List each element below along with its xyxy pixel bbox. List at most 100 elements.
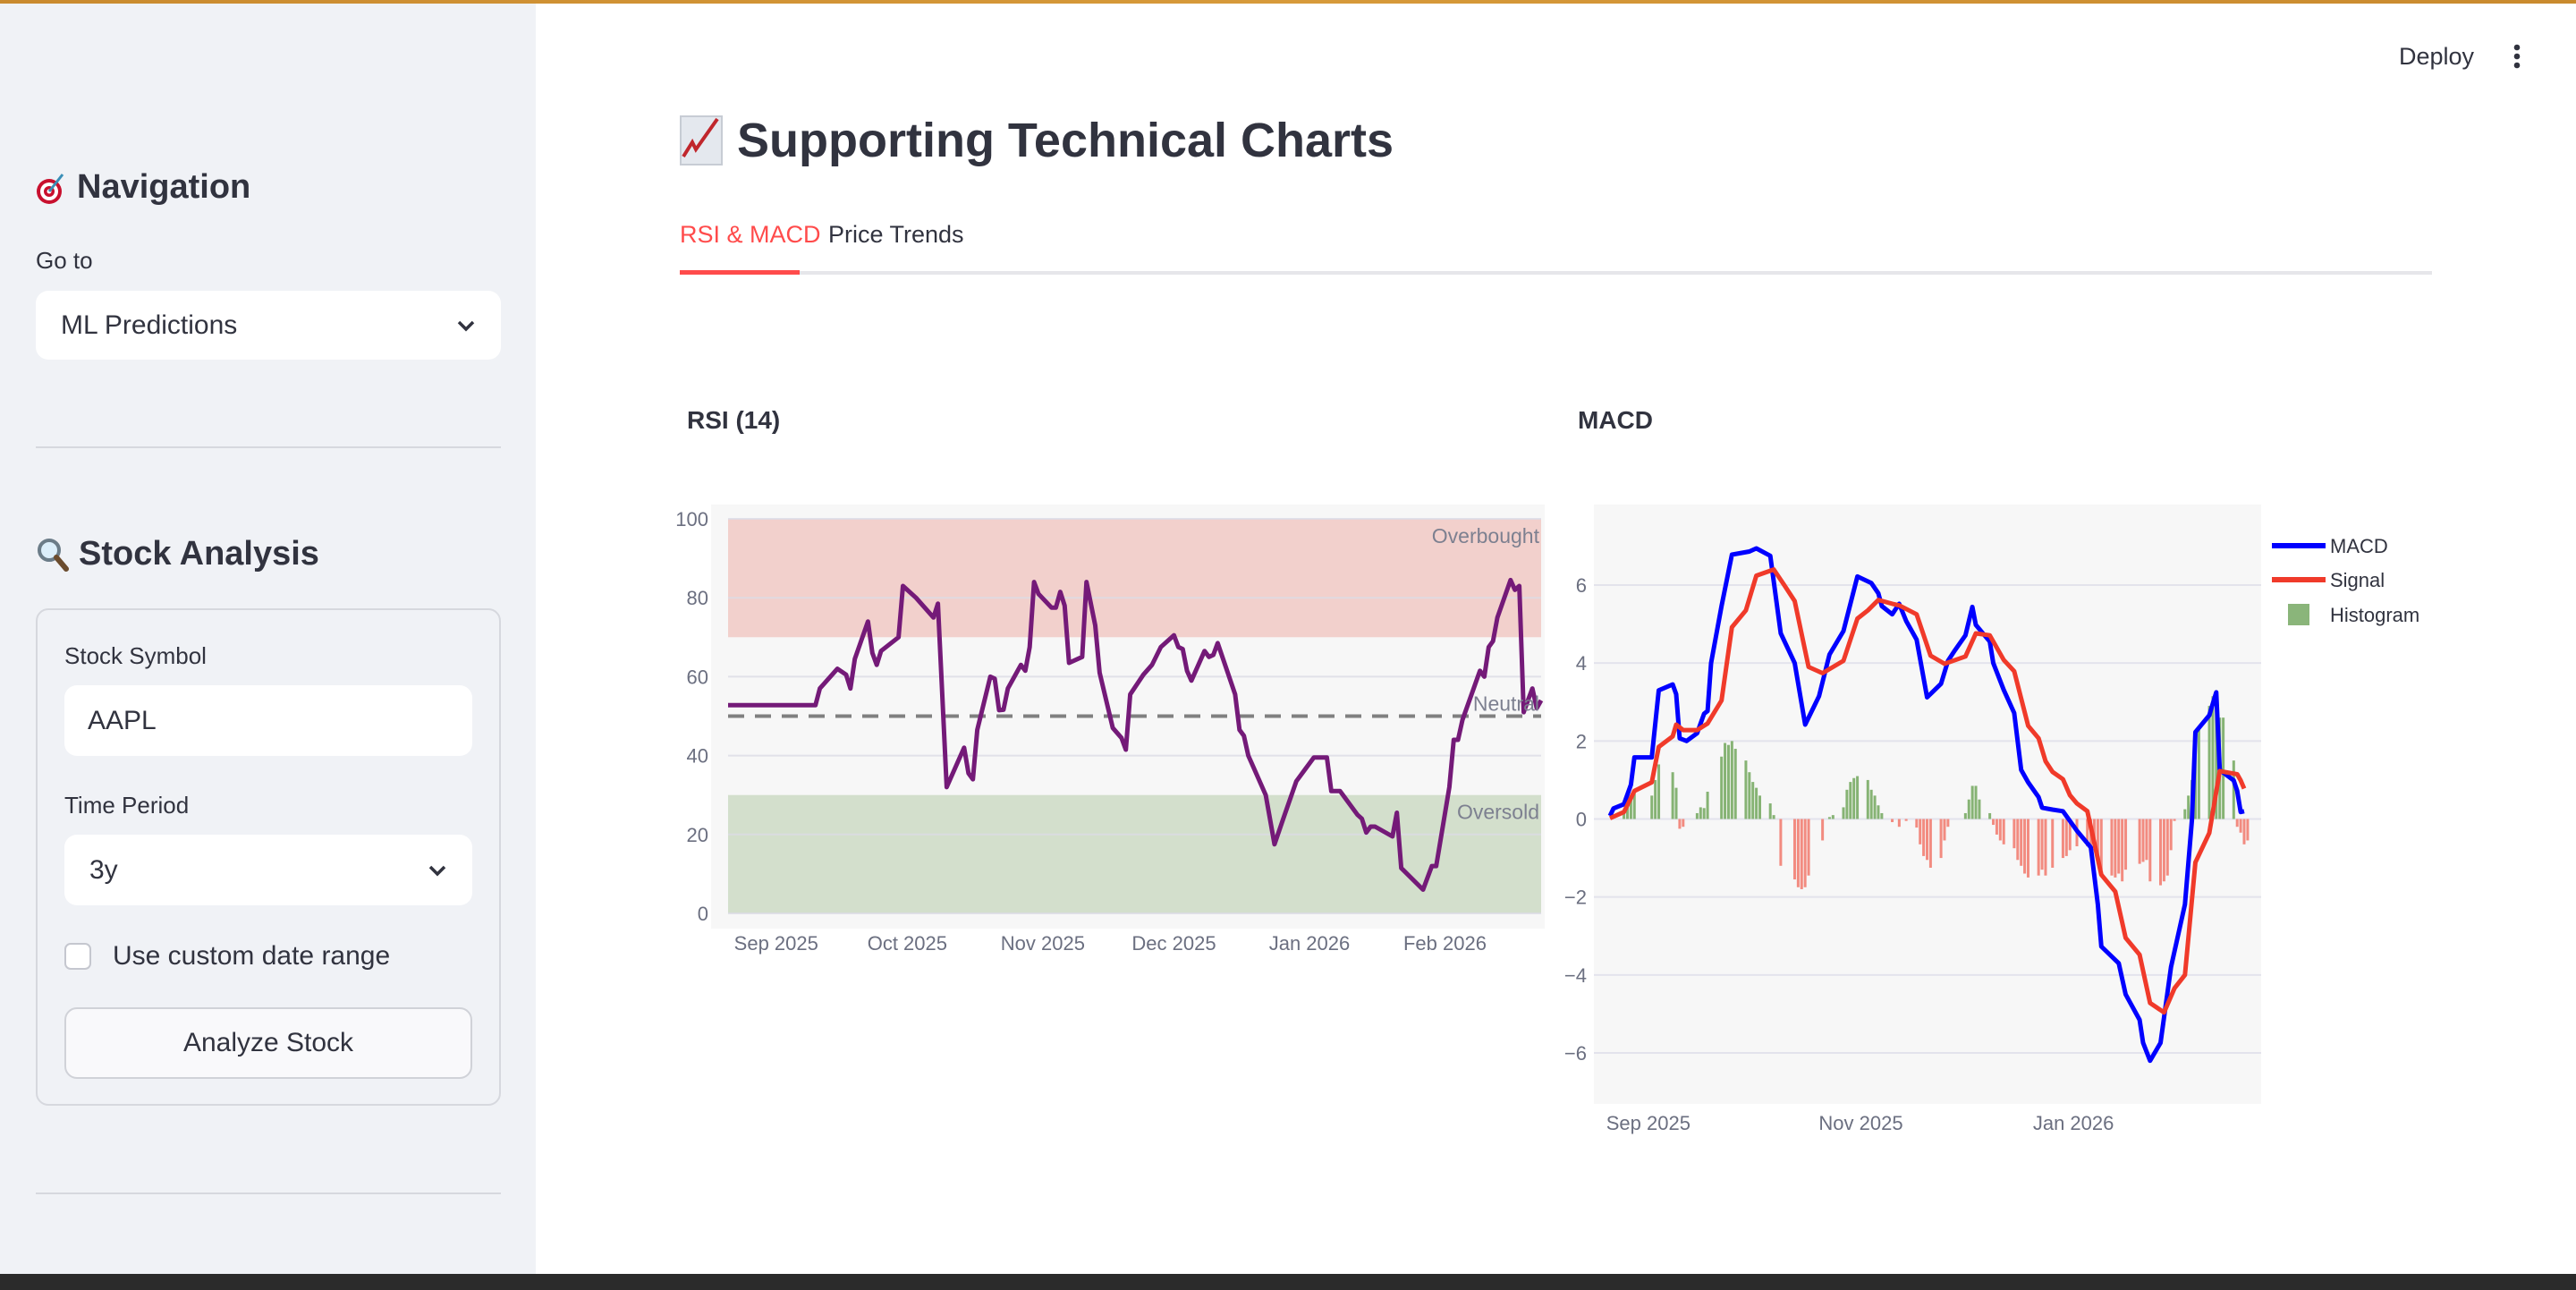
histogram-bar bbox=[1625, 803, 1629, 819]
histogram-bar bbox=[1845, 789, 1849, 819]
time-period-label: Time Period bbox=[64, 792, 190, 819]
histogram-bar bbox=[1919, 819, 1922, 844]
kebab-menu-icon[interactable] bbox=[2510, 43, 2524, 70]
histogram-bar bbox=[2096, 819, 2099, 856]
stock-analysis-title: Stock Analysis bbox=[79, 535, 319, 573]
macd-line bbox=[1607, 546, 2245, 1064]
stock-analysis-form bbox=[36, 608, 501, 1106]
y-tick-label: −6 bbox=[1564, 1042, 1587, 1065]
histogram-bar bbox=[2124, 819, 2128, 870]
y-tick-label: 40 bbox=[687, 745, 708, 768]
histogram-bar bbox=[2086, 819, 2089, 847]
page-title: Supporting Technical Charts bbox=[680, 113, 1394, 168]
histogram-bar bbox=[1852, 777, 1856, 819]
y-tick-label: 0 bbox=[1576, 809, 1587, 831]
histogram-bar bbox=[1869, 789, 1873, 819]
rsi-chart-title: RSI (14) bbox=[687, 406, 781, 434]
histogram-bar bbox=[2242, 819, 2246, 844]
top-decoration-bar bbox=[0, 0, 2576, 4]
histogram-bar bbox=[1988, 812, 1992, 819]
overbought-annotation: Overbought bbox=[1432, 524, 1540, 547]
histogram-bar bbox=[1674, 787, 1678, 819]
histogram-bar bbox=[2026, 819, 2029, 878]
magnifier-icon bbox=[38, 538, 69, 572]
histogram-bar bbox=[2121, 819, 2124, 882]
histogram-bar bbox=[1772, 815, 1775, 819]
histogram-bar bbox=[1827, 817, 1831, 819]
histogram-bar bbox=[2040, 819, 2044, 870]
macd-chart-title: MACD bbox=[1578, 406, 1653, 434]
histogram-bar bbox=[1998, 819, 2002, 841]
histogram-bar bbox=[2159, 819, 2163, 886]
histogram-bar bbox=[2114, 819, 2117, 878]
band-overbought bbox=[728, 519, 1541, 638]
x-tick-label: Feb 2026 bbox=[1403, 932, 1487, 955]
band-oversold bbox=[728, 794, 1541, 913]
signal-line bbox=[1608, 567, 2247, 1015]
histogram-bar bbox=[1873, 795, 1877, 819]
sidebar-divider bbox=[36, 1192, 501, 1194]
histogram-bar bbox=[1992, 819, 1996, 826]
y-tick-label: 0 bbox=[698, 903, 708, 925]
histogram-bar bbox=[2187, 795, 2190, 819]
deploy-button[interactable]: Deploy bbox=[2399, 43, 2475, 70]
macd-chart: −6 −4 −2 0 2 4 6 Sep 2025 Nov 2025 Jan 2026 MACD Si… bbox=[1564, 505, 2419, 1134]
histogram-bar bbox=[1904, 819, 1908, 821]
histogram-bar bbox=[2068, 819, 2072, 851]
x-tick-label: Sep 2025 bbox=[734, 932, 818, 955]
histogram-bar bbox=[1866, 779, 1869, 819]
histogram-bar bbox=[1928, 819, 1932, 868]
histogram-bar bbox=[2211, 696, 2215, 819]
custom-date-range-checkbox[interactable] bbox=[64, 943, 91, 970]
tab-price-trends[interactable]: Price Trends bbox=[828, 221, 964, 248]
plot-background bbox=[1594, 505, 2261, 1104]
histogram-bar bbox=[1724, 743, 1727, 819]
stock-analysis-heading: Stock Analysis bbox=[36, 535, 319, 573]
tab-rsi-macd[interactable]: RSI & MACD bbox=[680, 221, 821, 248]
histogram-bar bbox=[2138, 819, 2141, 864]
histogram-bar bbox=[2110, 819, 2114, 876]
rsi-line bbox=[728, 577, 1544, 892]
histogram-bar bbox=[1856, 776, 1860, 819]
histogram-bar bbox=[1995, 819, 1998, 835]
navigation-heading: Navigation bbox=[36, 168, 250, 207]
histogram-bar bbox=[2099, 819, 2103, 870]
analyze-stock-button[interactable]: Analyze Stock bbox=[64, 1007, 472, 1079]
y-tick-label: 60 bbox=[687, 666, 708, 688]
y-tick-label: 80 bbox=[687, 587, 708, 609]
histogram-bar bbox=[2239, 819, 2242, 833]
x-tick-label: Jan 2026 bbox=[2033, 1112, 2114, 1134]
histogram-bar bbox=[2145, 819, 2148, 861]
histogram-bar bbox=[1678, 819, 1682, 829]
histogram-bar bbox=[1915, 819, 1919, 828]
histogram-bar bbox=[1654, 779, 1657, 819]
histogram-bar bbox=[2222, 717, 2225, 819]
x-tick-label: Nov 2025 bbox=[1001, 932, 1085, 955]
histogram-bar bbox=[1629, 795, 1632, 819]
histogram-bar bbox=[2173, 819, 2176, 821]
custom-date-range-option[interactable]: Use custom date range bbox=[64, 941, 390, 972]
histogram-bar bbox=[2215, 690, 2218, 819]
histogram-bar bbox=[2207, 706, 2211, 819]
histogram-bar bbox=[1726, 744, 1730, 819]
stock-symbol-input[interactable]: AAPL bbox=[64, 685, 472, 756]
goto-select[interactable]: ML Predictions bbox=[36, 291, 501, 360]
histogram-bar bbox=[1730, 741, 1733, 819]
time-period-select[interactable]: 3y bbox=[64, 835, 472, 905]
histogram-bar bbox=[1796, 819, 1800, 887]
legend-swatch-histogram bbox=[2288, 604, 2309, 625]
y-tick-label: −4 bbox=[1564, 964, 1587, 987]
histogram-bar bbox=[1963, 812, 1967, 819]
x-tick-label: Dec 2025 bbox=[1131, 932, 1216, 955]
histogram-bar bbox=[2117, 819, 2121, 874]
histogram-bar bbox=[1748, 772, 1751, 819]
histogram-bar bbox=[1755, 787, 1758, 819]
histogram-bar bbox=[2037, 819, 2040, 876]
histogram-bar bbox=[2162, 819, 2165, 882]
time-period-value: 3y bbox=[89, 854, 118, 885]
histogram-bar bbox=[1831, 815, 1835, 819]
y-tick-label: 2 bbox=[1576, 730, 1587, 752]
legend-label: Histogram bbox=[2330, 604, 2419, 626]
histogram-bar bbox=[1792, 819, 1796, 880]
histogram-bar bbox=[2183, 809, 2187, 819]
